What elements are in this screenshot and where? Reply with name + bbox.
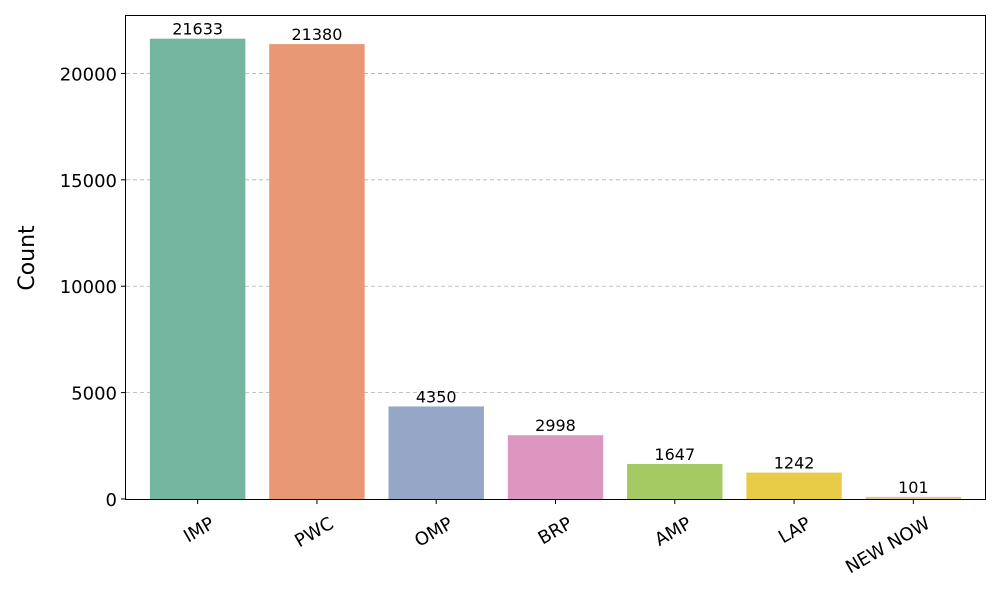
x-tick-label: NEW NOW xyxy=(842,513,934,578)
bar-value-label: 101 xyxy=(898,478,929,497)
y-tick-label: 10000 xyxy=(60,277,117,298)
x-tick-label: LAP xyxy=(775,513,815,548)
bar xyxy=(865,496,962,499)
bar-value-label: 1647 xyxy=(654,445,695,464)
x-tick-label: PWC xyxy=(291,513,337,552)
bar-value-label: 1242 xyxy=(774,454,815,473)
x-tick-label: AMP xyxy=(651,513,695,551)
y-tick-label: 20000 xyxy=(60,64,117,85)
y-tick-label: 15000 xyxy=(60,171,117,192)
bar xyxy=(746,472,842,499)
bar-value-label: 21633 xyxy=(172,20,223,39)
bar-value-label: 21380 xyxy=(291,25,342,44)
gridlines xyxy=(126,73,985,394)
x-axis-ticks: IMP PWC OMP BRP AMP LAP NEW NOW xyxy=(180,499,934,578)
bar-value-label: 2998 xyxy=(535,416,576,435)
y-tick-label: 5000 xyxy=(71,384,117,405)
y-axis-title: Count xyxy=(15,225,40,291)
x-tick-label: BRP xyxy=(535,513,577,549)
bar xyxy=(269,44,365,500)
bar xyxy=(627,463,723,499)
x-tick-label: OMP xyxy=(411,513,457,552)
bar-value-labels: 21633 21380 4350 2998 1647 1242 101 xyxy=(172,20,928,497)
bar xyxy=(388,406,484,499)
y-tick-label: 0 xyxy=(106,490,117,511)
bar xyxy=(149,38,246,500)
bar xyxy=(507,435,604,499)
bar-value-label: 4350 xyxy=(416,387,457,406)
x-tick-label: IMP xyxy=(180,513,218,547)
y-axis-ticks: 0 5000 10000 15000 20000 xyxy=(60,64,126,511)
bars xyxy=(149,38,962,500)
